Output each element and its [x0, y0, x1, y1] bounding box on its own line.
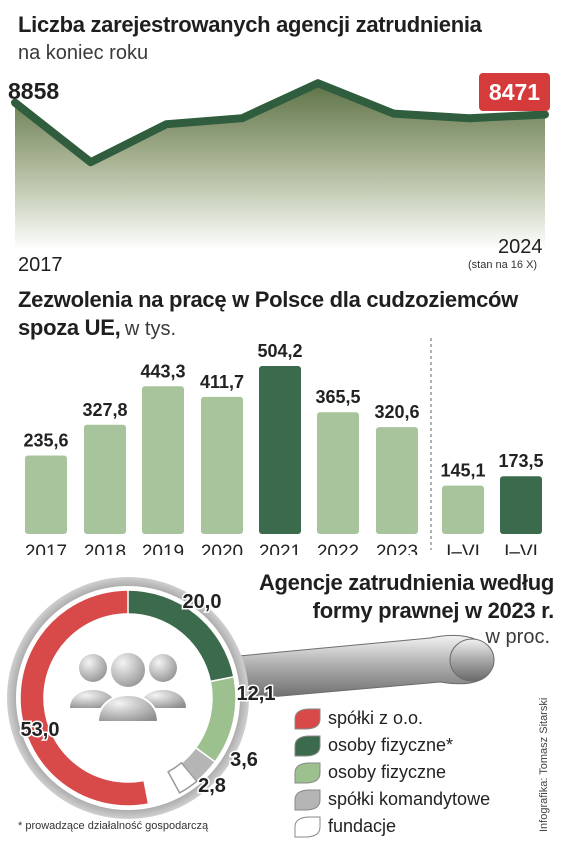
legend-item: fundacje — [292, 813, 490, 840]
bar-value-label: 504,2 — [257, 341, 302, 361]
line-chart — [11, 79, 549, 250]
legend-item: spółki komandytowe — [292, 786, 490, 813]
line-point-2020 — [241, 117, 244, 120]
people-icon — [70, 651, 186, 723]
bar-value-label: 320,6 — [374, 402, 419, 422]
bar-2019 — [142, 386, 184, 534]
bar-category-label: I–VI — [446, 542, 480, 555]
legend-swatch-icon — [294, 735, 321, 756]
footnote: * prowadzące działalność gospodarczą — [18, 820, 209, 832]
ring-value-label: 2,8 — [198, 775, 226, 797]
line-point-2017 — [14, 101, 16, 104]
bar-chart-unit: w tys. — [124, 318, 177, 340]
legend-label: fundacje — [328, 816, 397, 836]
legend-swatch-icon — [294, 708, 321, 729]
line-start-value: 8858 — [8, 78, 60, 104]
legend-label: osoby fizyczne — [328, 762, 447, 782]
bar-category-label: 2021 — [259, 542, 301, 555]
bar-value-label: 365,5 — [315, 387, 360, 407]
bar-2018 — [84, 424, 126, 534]
ring-value-label: 12,1 — [237, 683, 276, 705]
ring-value-label: 53,0 — [21, 719, 60, 741]
legend-label: osoby fizyczne* — [328, 735, 454, 755]
legend-item: spółki z o.o. — [292, 705, 490, 732]
bar-value-label: 327,8 — [82, 400, 127, 420]
legend-swatch-icon — [294, 789, 321, 810]
bar-value-label: 173,5 — [498, 451, 543, 471]
bar-2021 — [259, 366, 301, 534]
line-end-note: (stan na 16 X) — [468, 259, 538, 271]
line-point-2019 — [165, 123, 168, 126]
legend-item: osoby fizyczne — [292, 759, 490, 786]
ring-chart: 53,0 20,0 12,1 3,62,8 — [7, 577, 495, 819]
line-chart-subtitle: na koniec roku — [18, 42, 149, 64]
ring-segment-4 — [167, 761, 198, 794]
bar-2022 — [317, 412, 359, 534]
bar-value-label: 235,6 — [23, 430, 68, 450]
bar-I–VI-2024 — [500, 476, 542, 534]
ring-value-label: 3,6 — [230, 749, 258, 771]
ring-value-label: 20,0 — [183, 591, 222, 613]
ring-legend: spółki z o.o. osoby fizyczne* osoby fizycz… — [292, 705, 490, 840]
line-point-2023 — [468, 117, 471, 120]
bar-value-label: 145,1 — [440, 461, 485, 481]
line-point-2022 — [392, 112, 395, 115]
bar-category-label: 2018 — [84, 542, 126, 555]
bar-value-label: 411,7 — [200, 372, 244, 392]
legend-swatch-icon — [294, 762, 321, 783]
magnifier-handle-cap-icon — [449, 638, 495, 682]
line-area — [15, 83, 545, 250]
bar-category-label: 2022 — [317, 542, 359, 555]
line-end-year: 2024 — [498, 236, 543, 258]
line-end-value-badge: 8471 — [479, 73, 550, 111]
line-point-2018 — [89, 161, 92, 164]
bar-chart-title-line2: spoza UE, w tys. — [18, 315, 176, 341]
bar-2017 — [25, 455, 67, 534]
ring-title-line2: formy prawnej w 2023 r. — [312, 598, 555, 623]
bar-category-label: 2017 — [25, 542, 67, 555]
line-series — [11, 79, 549, 167]
credit: Infografika: Tomasz Sitarski — [538, 697, 550, 832]
line-point-2024 — [544, 113, 546, 116]
bar-chart-title-line2-text: spoza UE, — [18, 315, 121, 340]
bar-I–VI-2023 — [442, 485, 484, 534]
legend-label: spółki z o.o. — [328, 708, 424, 728]
bar-value-label: 443,3 — [140, 361, 185, 381]
bar-category-label: 2023 — [376, 542, 418, 555]
legend-label: spółki komandytowe — [328, 789, 491, 809]
ring-title-line1: Agencje zatrudnienia według — [258, 570, 554, 595]
legend-item: osoby fizyczne* — [292, 732, 490, 759]
line-start-year: 2017 — [18, 254, 63, 276]
bar-category-label: 2020 — [201, 542, 243, 555]
ring-unit: w proc. — [485, 626, 550, 648]
bar-chart-title-line1: Zezwolenia na pracę w Polsce dla cudzozi… — [18, 287, 518, 312]
bar-2023 — [376, 427, 418, 534]
bar-chart: 235,6 2017 327,8 2018 443,3 2019 411,7 2020 504,… — [23, 338, 544, 555]
line-chart-title: Liczba zarejestrowanych agencji zatrudni… — [18, 12, 482, 37]
legend-swatch-icon — [294, 816, 321, 837]
bar-category-label: 2019 — [142, 542, 184, 555]
line-point-2021 — [316, 82, 319, 85]
bar-2020 — [201, 396, 243, 534]
bar-category-label: I–VI — [504, 542, 538, 555]
